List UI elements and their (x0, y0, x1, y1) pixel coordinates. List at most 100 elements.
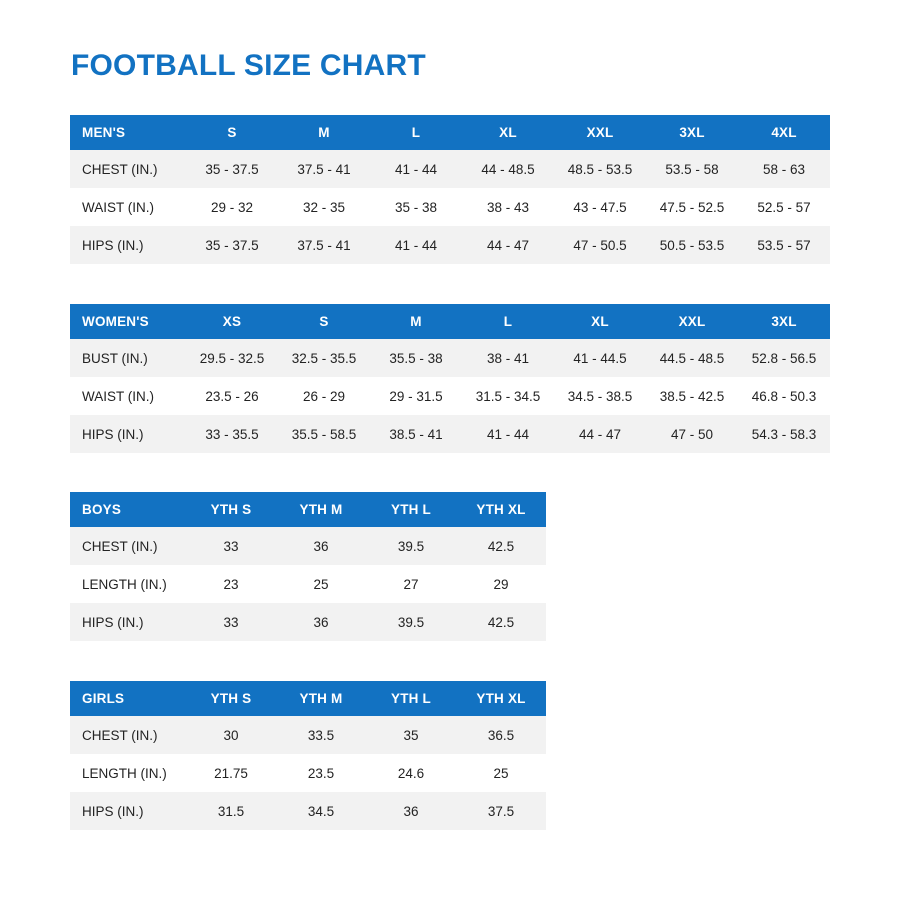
measurement-cell: 33 (186, 603, 276, 641)
table-header-girls: GIRLS YTH S YTH M YTH L YTH XL (70, 681, 546, 716)
table-row: WAIST (IN.) 29 - 32 32 - 35 35 - 38 38 - 43 4… (70, 188, 830, 226)
measurement-cell: 47 - 50.5 (554, 226, 646, 264)
column-header-category: BOYS (70, 492, 186, 527)
column-header-yth-xl: YTH XL (456, 681, 546, 716)
measurement-cell: 44 - 47 (462, 226, 554, 264)
row-label: BUST (IN.) (70, 339, 186, 377)
measurement-cell: 23 (186, 565, 276, 603)
column-header-xl: XL (554, 304, 646, 339)
measurement-cell: 37.5 (456, 792, 546, 830)
measurement-cell: 41 - 44 (462, 415, 554, 453)
header-row-mens: MEN'S S M L XL XXL 3XL 4XL (70, 115, 830, 150)
measurement-cell: 46.8 - 50.3 (738, 377, 830, 415)
table-row: HIPS (IN.) 33 - 35.5 35.5 - 58.5 38.5 - 41 4… (70, 415, 830, 453)
column-header-3xl: 3XL (738, 304, 830, 339)
size-table-mens: MEN'S S M L XL XXL 3XL 4XL CHEST (IN.) 35 - 37.5… (70, 115, 830, 264)
measurement-cell: 52.8 - 56.5 (738, 339, 830, 377)
measurement-cell: 35 - 38 (370, 188, 462, 226)
header-row-girls: GIRLS YTH S YTH M YTH L YTH XL (70, 681, 546, 716)
row-label: HIPS (IN.) (70, 792, 186, 830)
measurement-cell: 38.5 - 42.5 (646, 377, 738, 415)
table-row: CHEST (IN.) 30 33.5 35 36.5 (70, 716, 546, 754)
column-header-category: GIRLS (70, 681, 186, 716)
measurement-cell: 31.5 (186, 792, 276, 830)
measurement-cell: 42.5 (456, 603, 546, 641)
table-row: HIPS (IN.) 33 36 39.5 42.5 (70, 603, 546, 641)
measurement-cell: 43 - 47.5 (554, 188, 646, 226)
measurement-cell: 47 - 50 (646, 415, 738, 453)
measurement-cell: 35.5 - 58.5 (278, 415, 370, 453)
measurement-cell: 41 - 44 (370, 226, 462, 264)
column-header-category: MEN'S (70, 115, 186, 150)
table-row: HIPS (IN.) 31.5 34.5 36 37.5 (70, 792, 546, 830)
column-header-yth-m: YTH M (276, 681, 366, 716)
measurement-cell: 33.5 (276, 716, 366, 754)
table-row: LENGTH (IN.) 23 25 27 29 (70, 565, 546, 603)
table-body-girls: CHEST (IN.) 30 33.5 35 36.5 LENGTH (IN.) 21.75… (70, 716, 546, 830)
column-header-yth-s: YTH S (186, 492, 276, 527)
measurement-cell: 29 - 31.5 (370, 377, 462, 415)
table-row: CHEST (IN.) 35 - 37.5 37.5 - 41 41 - 44 44 -… (70, 150, 830, 188)
measurement-cell: 36 (276, 603, 366, 641)
measurement-cell: 39.5 (366, 527, 456, 565)
table-row: HIPS (IN.) 35 - 37.5 37.5 - 41 41 - 44 44 - … (70, 226, 830, 264)
size-table-womens: WOMEN'S XS S M L XL XXL 3XL BUST (IN.) 29.5 - 32… (70, 304, 830, 453)
table-header-boys: BOYS YTH S YTH M YTH L YTH XL (70, 492, 546, 527)
measurement-cell: 44.5 - 48.5 (646, 339, 738, 377)
column-header-xxl: XXL (646, 304, 738, 339)
measurement-cell: 37.5 - 41 (278, 150, 370, 188)
header-row-womens: WOMEN'S XS S M L XL XXL 3XL (70, 304, 830, 339)
row-label: CHEST (IN.) (70, 527, 186, 565)
table-header-mens: MEN'S S M L XL XXL 3XL 4XL (70, 115, 830, 150)
measurement-cell: 38 - 43 (462, 188, 554, 226)
measurement-cell: 34.5 (276, 792, 366, 830)
measurement-cell: 33 - 35.5 (186, 415, 278, 453)
column-header-yth-xl: YTH XL (456, 492, 546, 527)
column-header-yth-l: YTH L (366, 681, 456, 716)
header-row-boys: BOYS YTH S YTH M YTH L YTH XL (70, 492, 546, 527)
measurement-cell: 33 (186, 527, 276, 565)
row-label: HIPS (IN.) (70, 415, 186, 453)
column-header-xl: XL (462, 115, 554, 150)
measurement-cell: 42.5 (456, 527, 546, 565)
column-header-xs: XS (186, 304, 278, 339)
measurement-cell: 35 (366, 716, 456, 754)
measurement-cell: 29.5 - 32.5 (186, 339, 278, 377)
measurement-cell: 32.5 - 35.5 (278, 339, 370, 377)
row-label-text: LENGTH (IN.) (82, 765, 166, 781)
column-header-4xl: 4XL (738, 115, 830, 150)
column-header-3xl: 3XL (646, 115, 738, 150)
table-row: LENGTH (IN.) 21.75 23.5 24.6 25 (70, 754, 546, 792)
measurement-cell: 27 (366, 565, 456, 603)
column-header-xxl: XXL (554, 115, 646, 150)
column-header-yth-m: YTH M (276, 492, 366, 527)
row-label: HIPS (IN.) (70, 226, 186, 264)
measurement-cell: 23.5 (276, 754, 366, 792)
column-header-m: M (278, 115, 370, 150)
measurement-cell: 24.6 (366, 754, 456, 792)
measurement-cell: 38 - 41 (462, 339, 554, 377)
measurement-cell: 21.75 (186, 754, 276, 792)
measurement-cell: 30 (186, 716, 276, 754)
row-label: LENGTH (IN.) (70, 754, 186, 792)
column-header-l: L (370, 115, 462, 150)
column-header-category: WOMEN'S (70, 304, 186, 339)
table-row: BUST (IN.) 29.5 - 32.5 32.5 - 35.5 35.5 - 3… (70, 339, 830, 377)
measurement-cell: 25 (456, 754, 546, 792)
measurement-cell: 25 (276, 565, 366, 603)
measurement-cell: 36 (276, 527, 366, 565)
table-body-boys: CHEST (IN.) 33 36 39.5 42.5 LENGTH (IN.) 23 25 2… (70, 527, 546, 641)
measurement-cell: 37.5 - 41 (278, 226, 370, 264)
table-body-womens: BUST (IN.) 29.5 - 32.5 32.5 - 35.5 35.5 - 3… (70, 339, 830, 453)
measurement-cell: 53.5 - 58 (646, 150, 738, 188)
row-label: HIPS (IN.) (70, 603, 186, 641)
measurement-cell: 34.5 - 38.5 (554, 377, 646, 415)
measurement-cell: 38.5 - 41 (370, 415, 462, 453)
measurement-cell: 47.5 - 52.5 (646, 188, 738, 226)
measurement-cell: 48.5 - 53.5 (554, 150, 646, 188)
measurement-cell: 29 (456, 565, 546, 603)
row-label: LENGTH (IN.) (70, 565, 186, 603)
row-label: WAIST (IN.) (70, 377, 186, 415)
measurement-cell: 32 - 35 (278, 188, 370, 226)
measurement-cell: 41 - 44 (370, 150, 462, 188)
